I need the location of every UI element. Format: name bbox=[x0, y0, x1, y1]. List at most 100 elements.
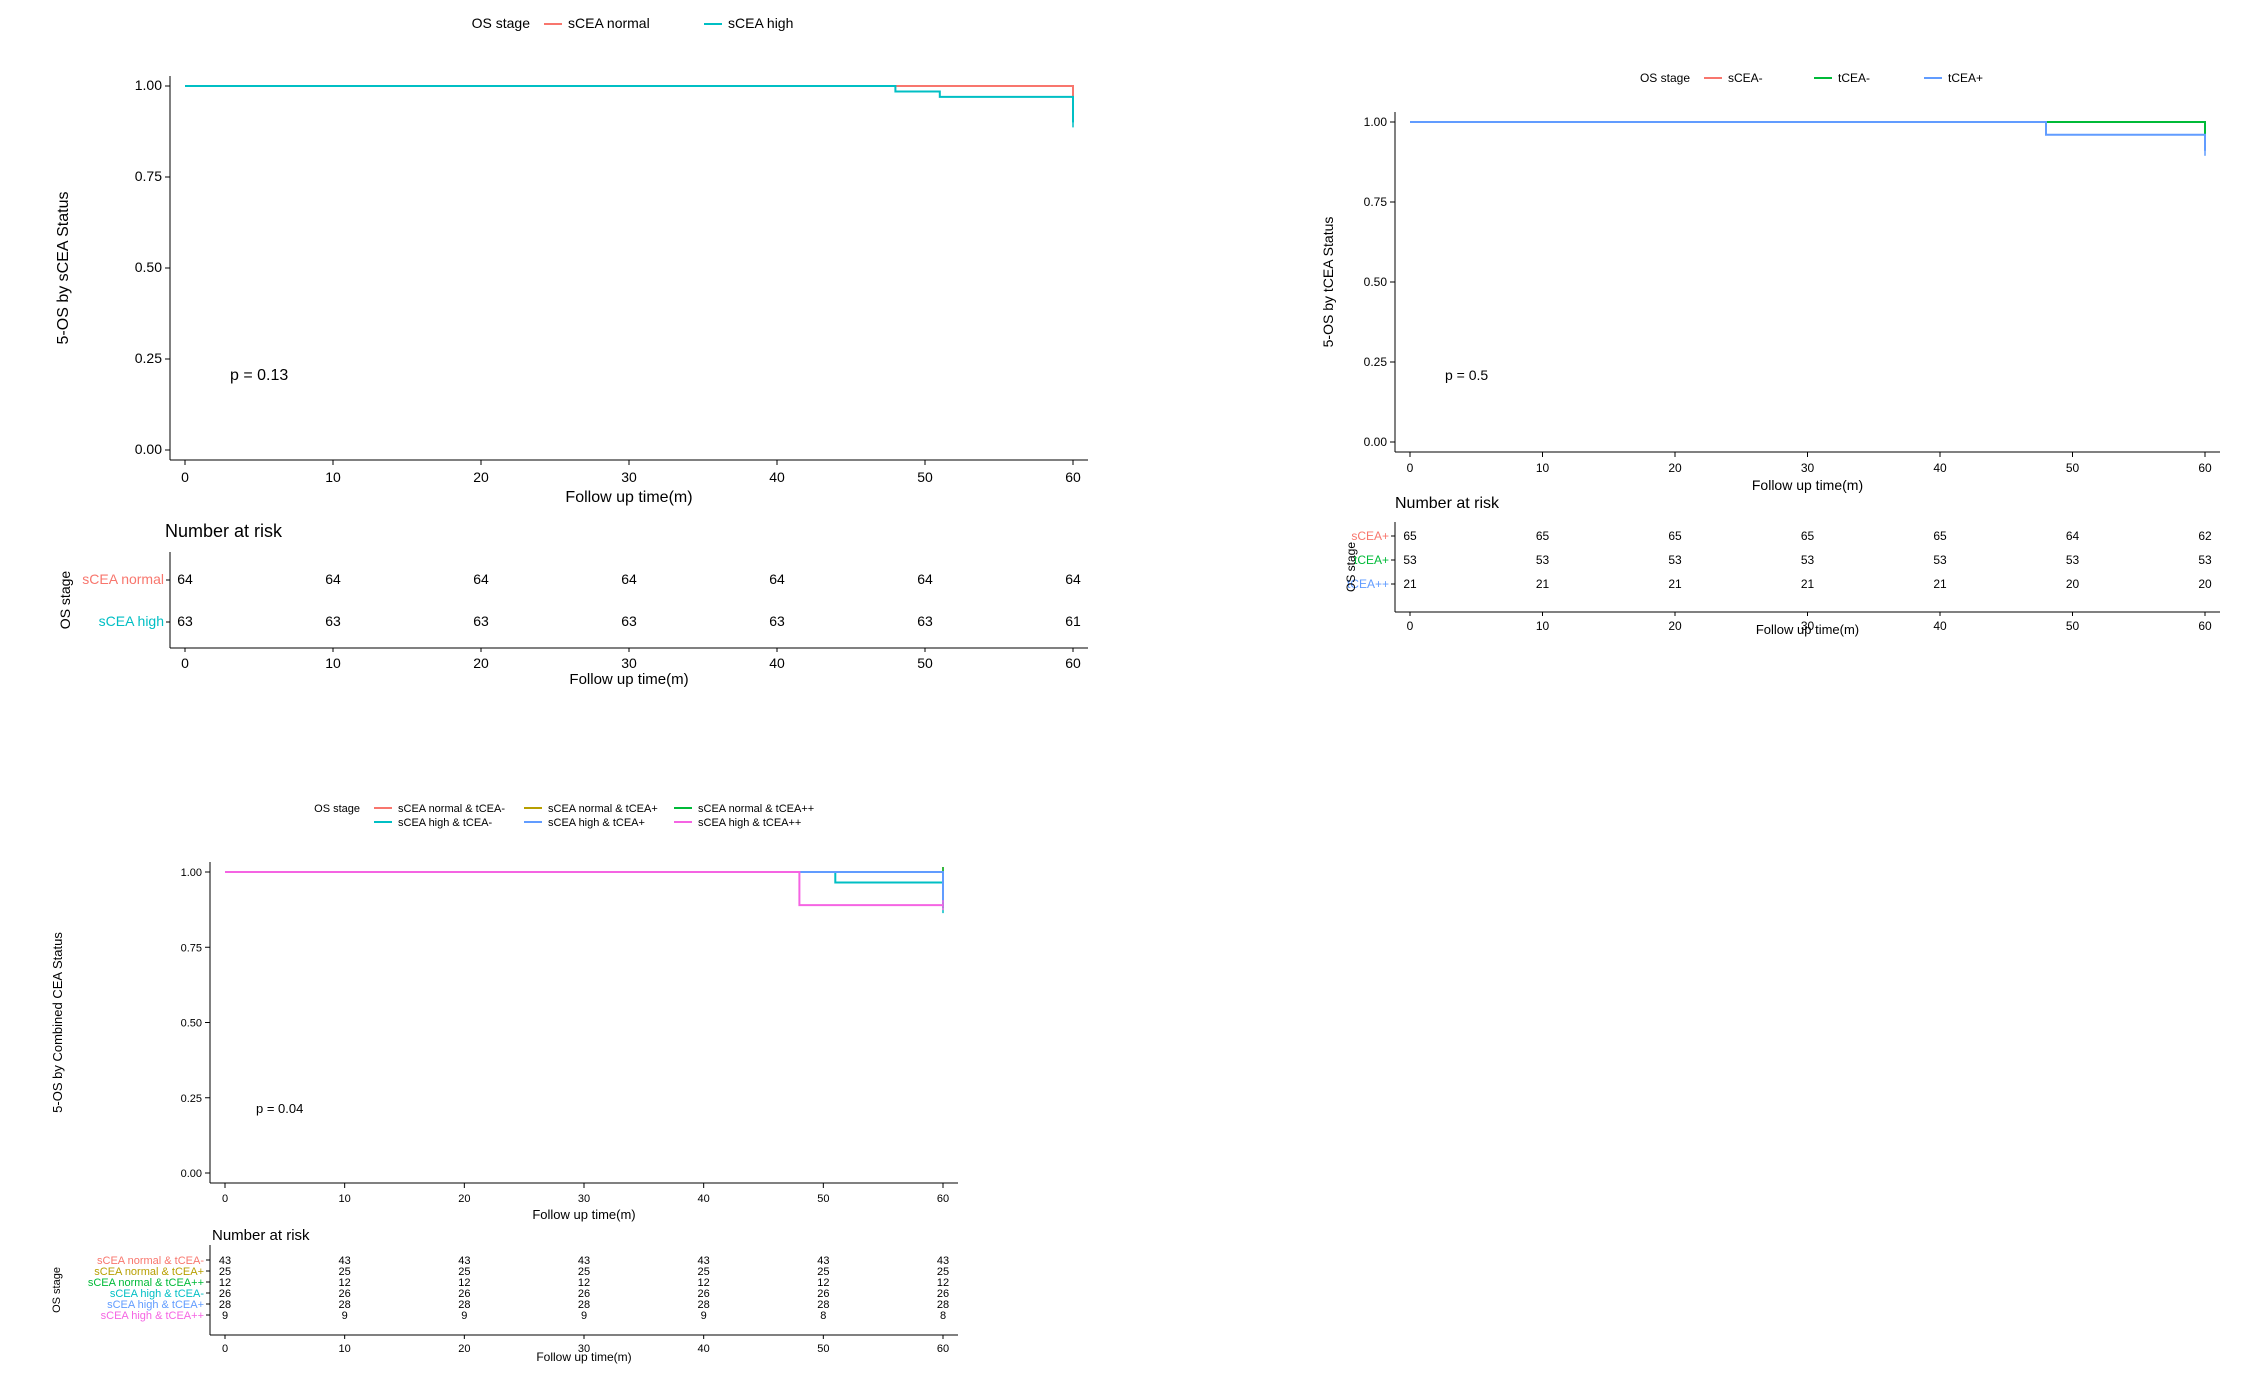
risk-value: 65 bbox=[1403, 529, 1417, 543]
panel-a: OS stage sCEA normal sCEA high 0.00 0.25 0.50… bbox=[55, 15, 1088, 688]
risk-value: 25 bbox=[219, 1266, 231, 1278]
legend-label: tCEA+ bbox=[1948, 71, 1983, 85]
y-tick-label: 1.00 bbox=[1364, 115, 1388, 129]
y-tick-label: 0.00 bbox=[135, 441, 162, 457]
risk-value: 63 bbox=[917, 613, 933, 629]
risk-x-axis-title: Follow up time(m) bbox=[536, 1350, 631, 1364]
risk-table-title: Number at risk bbox=[165, 521, 283, 541]
x-tick-label: 10 bbox=[339, 1193, 351, 1205]
x-tick-label: 30 bbox=[1801, 461, 1815, 475]
survival-curve bbox=[1410, 121, 2206, 151]
y-tick-label: 0.75 bbox=[1364, 195, 1388, 209]
risk-value: 53 bbox=[2198, 553, 2212, 567]
risk-x-tick-label: 0 bbox=[1407, 619, 1414, 633]
risk-value: 64 bbox=[769, 571, 785, 587]
risk-value: 25 bbox=[339, 1266, 351, 1278]
risk-row-label: tCEA++ bbox=[1347, 577, 1389, 591]
risk-row-label: sCEA normal bbox=[82, 571, 164, 587]
legend: OS stage sCEA-tCEA-tCEA+ bbox=[1640, 71, 1983, 85]
risk-value: 64 bbox=[1065, 571, 1081, 587]
axes: 0.00 0.25 0.50 0.75 1.00 0 10 20 30 40 50 60 Follow … bbox=[50, 862, 958, 1222]
risk-value: 63 bbox=[177, 613, 193, 629]
legend-label: sCEA normal & tCEA++ bbox=[698, 803, 814, 815]
x-tick-label: 20 bbox=[473, 469, 489, 485]
risk-row-label: sCEA normal & tCEA+ bbox=[94, 1266, 204, 1278]
risk-value: 43 bbox=[817, 1255, 829, 1267]
risk-value: 21 bbox=[1536, 577, 1550, 591]
risk-value: 65 bbox=[1668, 529, 1682, 543]
risk-value: 62 bbox=[2198, 529, 2212, 543]
risk-value: 28 bbox=[817, 1299, 829, 1311]
y-tick-label: 0.75 bbox=[181, 942, 202, 954]
risk-x-tick-label: 10 bbox=[339, 1343, 351, 1355]
risk-value: 12 bbox=[937, 1277, 949, 1289]
risk-value: 26 bbox=[578, 1288, 590, 1300]
risk-x-tick-label: 30 bbox=[621, 655, 637, 671]
risk-value: 28 bbox=[219, 1299, 231, 1311]
risk-x-tick-label: 10 bbox=[325, 655, 341, 671]
risk-value: 9 bbox=[342, 1310, 348, 1322]
legend-title: OS stage bbox=[472, 15, 531, 31]
x-axis-title: Follow up time(m) bbox=[532, 1207, 635, 1222]
legend-label: sCEA high bbox=[728, 15, 793, 31]
risk-table: Number at risk sCEA normal 64 64 64 64 64 64 64 s… bbox=[57, 521, 1088, 688]
risk-value: 65 bbox=[1933, 529, 1947, 543]
y-tick-label: 0.00 bbox=[1364, 435, 1388, 449]
risk-value: 12 bbox=[219, 1277, 231, 1289]
risk-row-label: sCEA high bbox=[99, 613, 164, 629]
risk-value: 64 bbox=[917, 571, 933, 587]
risk-row-label: sCEA high & tCEA- bbox=[110, 1288, 204, 1300]
risk-value: 9 bbox=[581, 1310, 587, 1322]
risk-strata-title: OS stage bbox=[1344, 542, 1358, 592]
risk-value: 64 bbox=[473, 571, 489, 587]
x-tick-label: 0 bbox=[222, 1193, 228, 1205]
y-tick-label: 0.50 bbox=[135, 259, 162, 275]
risk-value: 8 bbox=[940, 1310, 946, 1322]
risk-value: 43 bbox=[578, 1255, 590, 1267]
y-tick-label: 0.25 bbox=[1364, 355, 1388, 369]
risk-value: 53 bbox=[1536, 553, 1550, 567]
risk-value: 20 bbox=[2066, 577, 2080, 591]
y-axis-title: 5-OS by tCEA Status bbox=[1320, 217, 1336, 348]
risk-row-label: sCEA high & tCEA++ bbox=[101, 1310, 204, 1322]
legend-title: OS stage bbox=[314, 803, 360, 815]
risk-value: 26 bbox=[937, 1288, 949, 1300]
x-tick-label: 50 bbox=[2066, 461, 2080, 475]
risk-value: 12 bbox=[817, 1277, 829, 1289]
risk-strata-title: OS stage bbox=[57, 571, 73, 630]
y-tick-label: 0.50 bbox=[181, 1018, 202, 1030]
risk-row-label: tCEA+ bbox=[1354, 553, 1389, 567]
legend-label: sCEA- bbox=[1728, 71, 1763, 85]
risk-value: 28 bbox=[937, 1299, 949, 1311]
risk-x-tick-label: 60 bbox=[2198, 619, 2212, 633]
risk-row-label: sCEA normal & tCEA++ bbox=[88, 1277, 204, 1289]
risk-x-tick-label: 0 bbox=[222, 1343, 228, 1355]
legend: OS stage sCEA normal & tCEA-sCEA normal &… bbox=[314, 803, 814, 829]
risk-value: 53 bbox=[1801, 553, 1815, 567]
survival-curve bbox=[1410, 121, 2206, 135]
risk-value: 28 bbox=[578, 1299, 590, 1311]
risk-value: 21 bbox=[1668, 577, 1682, 591]
risk-value: 26 bbox=[458, 1288, 470, 1300]
x-tick-label: 40 bbox=[698, 1193, 710, 1205]
risk-value: 43 bbox=[339, 1255, 351, 1267]
risk-table-title: Number at risk bbox=[212, 1227, 310, 1244]
risk-value: 65 bbox=[1801, 529, 1815, 543]
p-value: p = 0.5 bbox=[1445, 367, 1488, 383]
risk-value: 28 bbox=[458, 1299, 470, 1311]
risk-table-title: Number at risk bbox=[1395, 495, 1500, 512]
risk-x-tick-label: 20 bbox=[1668, 619, 1682, 633]
x-axis-title: Follow up time(m) bbox=[565, 489, 692, 506]
y-tick-label: 1.00 bbox=[135, 77, 162, 93]
risk-value: 26 bbox=[219, 1288, 231, 1300]
risk-x-axis-title: Follow up time(m) bbox=[569, 671, 688, 688]
risk-value: 12 bbox=[339, 1277, 351, 1289]
axes: 0.00 0.25 0.50 0.75 1.00 0 10 20 30 40 50 60 Follow … bbox=[55, 76, 1088, 506]
risk-x-tick-label: 60 bbox=[1065, 655, 1081, 671]
risk-value: 53 bbox=[1668, 553, 1682, 567]
x-axis-title: Follow up time(m) bbox=[1752, 477, 1863, 493]
y-axis-title: 5-OS by Combined CEA Status bbox=[50, 932, 65, 1113]
risk-value: 12 bbox=[458, 1277, 470, 1289]
risk-value: 26 bbox=[817, 1288, 829, 1300]
